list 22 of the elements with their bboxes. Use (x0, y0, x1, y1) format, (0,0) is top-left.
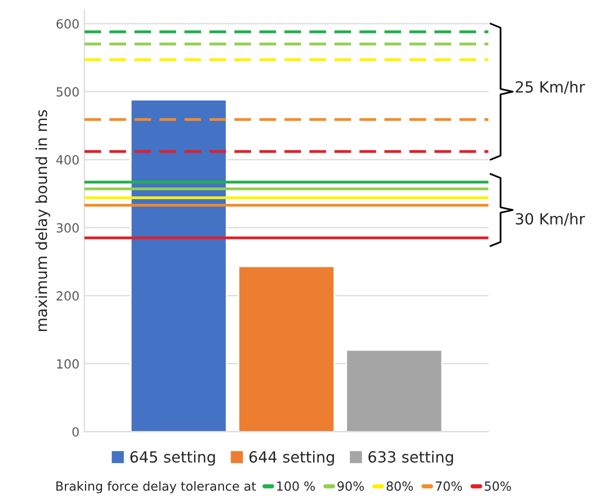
legend-label: 645 setting (130, 450, 215, 466)
legend-label: 50% (484, 481, 511, 491)
legend-label: 100 % (277, 481, 315, 491)
y-axis-title: maximum delay bound in ms (35, 110, 50, 332)
legend-label: 644 setting (249, 450, 334, 466)
y-tick-label: 200 (56, 291, 79, 301)
text: 25 Km/hr (516, 80, 585, 94)
legend-label: 80% (386, 481, 413, 491)
y-tick-label: 300 (56, 223, 79, 233)
bar (346, 349, 443, 432)
y-tick-label: 600 (56, 19, 79, 29)
y-tick-label: 400 (56, 155, 79, 165)
text: 30 Km/hr (516, 212, 585, 226)
legend-label: 90% (338, 481, 364, 491)
legend-label: 633 setting (368, 450, 453, 466)
legend-title: Braking force delay tolerance at (56, 481, 256, 494)
bar (238, 266, 335, 432)
bar (130, 99, 228, 432)
y-tick-label: 500 (56, 87, 79, 97)
y-tick-label: 0 (72, 427, 79, 437)
y-tick-label: 100 (57, 359, 79, 369)
legend-label: 70% (436, 481, 462, 491)
